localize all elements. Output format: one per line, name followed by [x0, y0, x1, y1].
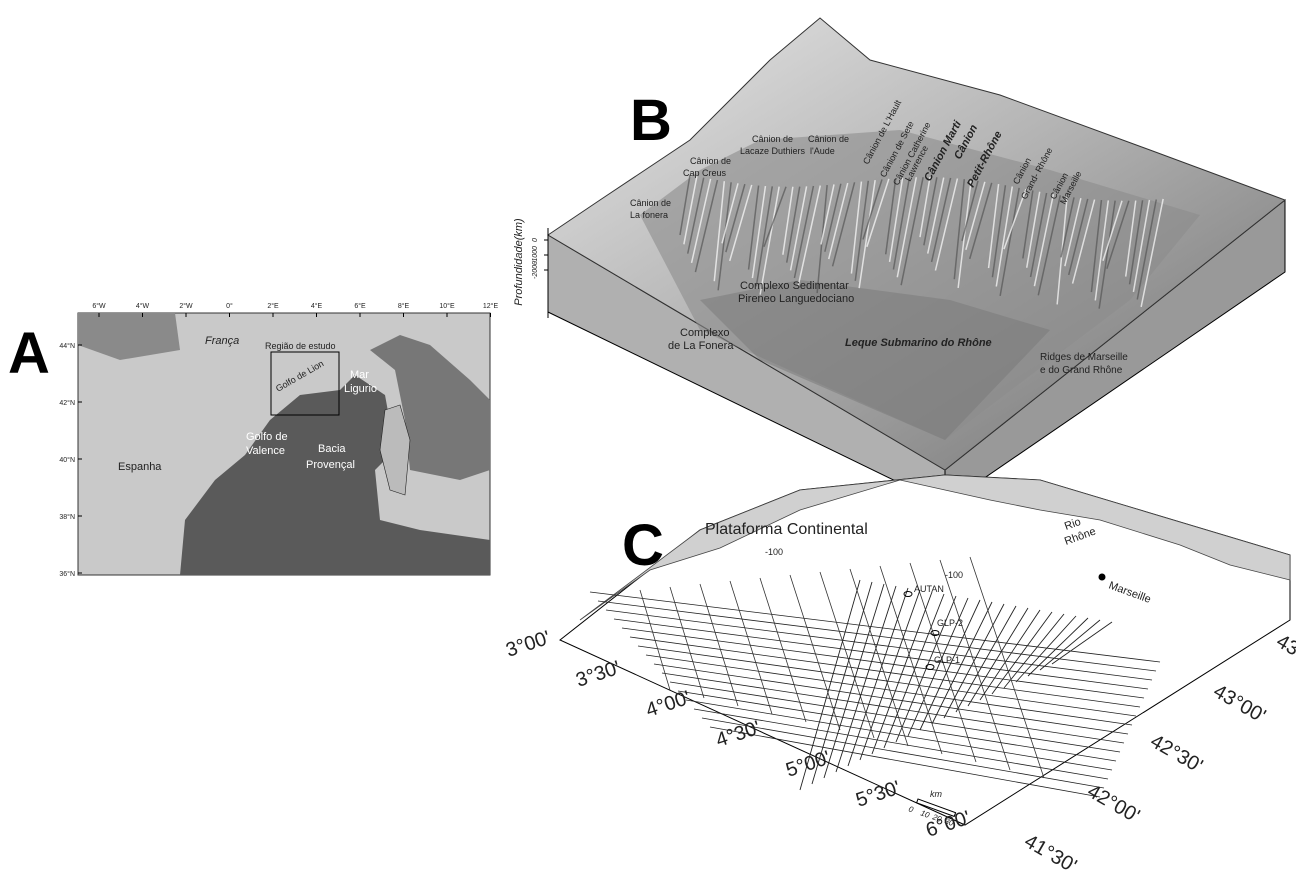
map-label: Pireneo Languedociano	[738, 293, 854, 305]
map-label: Cap Creus	[683, 168, 727, 178]
lon-tick-label: 3°30'	[573, 657, 623, 692]
lon-tick-label: 6°00'	[923, 807, 973, 842]
panel-letter: A	[8, 321, 50, 386]
lon-tick-label: 6°E	[354, 302, 366, 310]
figure: A 6°W 4°W 2°W 0° 2°E 4°E 6°E 8°E 10°E 12°E 44°N 42°…	[0, 0, 1296, 873]
map-label: Bacia	[318, 443, 346, 455]
map-label: Região de estudo	[265, 341, 336, 351]
map-label: Cânion de	[752, 134, 793, 144]
panel-b: B Profundidade(km) 0-1000-2000 Cânion de…	[513, 18, 1285, 505]
contour-label: -100	[765, 547, 783, 557]
well-label: GLP-2	[937, 618, 963, 628]
axis-label: Profundidade(km)	[513, 218, 525, 306]
lon-tick-label: 10°E	[439, 302, 455, 310]
map-label: Lacaze Duthiers	[740, 146, 806, 156]
lat-tick-label: 42°30'	[1147, 730, 1207, 777]
lon-tick-label: 6°W	[92, 302, 106, 310]
scale-unit: km	[930, 789, 943, 799]
map-label: Complexo Sedimentar	[740, 280, 849, 292]
lon-tick-label: 4°E	[311, 302, 323, 310]
contour-label: -100	[945, 570, 963, 580]
lon-tick-label: 2°W	[179, 302, 193, 310]
lon-tick-label: 8°E	[398, 302, 410, 310]
lon-tick-label: 5°30'	[853, 777, 903, 812]
map-label: Cânion de	[630, 198, 671, 208]
well-label: GLP-1	[934, 655, 960, 665]
lon-tick-label: 3°00'	[503, 627, 553, 662]
lat-tick-label: 40°N	[59, 456, 75, 464]
map-label: Cânion de	[690, 156, 731, 166]
map-label: Leque Submarino do Rhône	[845, 337, 992, 349]
map-label: Complexo	[680, 327, 730, 339]
panel-letter: B	[630, 88, 672, 153]
lat-tick-label: 43°00'	[1210, 680, 1270, 727]
lon-tick-label: 0°	[226, 302, 233, 310]
lat-tick-label: 44°N	[59, 342, 75, 350]
city-marker	[1099, 574, 1106, 581]
map-label: de La Fonera	[668, 340, 734, 352]
lon-tick-label: 5°00'	[783, 747, 833, 782]
lat-tick-label: 36°N	[59, 570, 75, 578]
depth-tick-label: 0	[532, 238, 539, 242]
map-label: Plataforma Continental	[705, 521, 868, 538]
lat-tick-label: 42°N	[59, 399, 75, 407]
map-label: Mar	[350, 369, 369, 381]
lat-tick-label: 42°00'	[1084, 780, 1144, 827]
map-label: La fonera	[630, 210, 668, 220]
lon-tick-label: 4°30'	[713, 717, 763, 752]
panel-letter: C	[622, 513, 664, 578]
panel-c: C Plataforma Continental -100 -100 Rio R…	[503, 475, 1296, 873]
map-label: Valence	[246, 445, 285, 457]
scale-tick-label: 0	[907, 804, 915, 814]
depth-tick-label: -2000	[532, 261, 539, 279]
lon-tick-label: 2°E	[267, 302, 279, 310]
lat-tick-label: 41°30'	[1021, 830, 1081, 873]
map-label: Espanha	[118, 461, 162, 473]
map-label: França	[205, 335, 239, 347]
lat-tick-label: 43°3	[1273, 630, 1296, 670]
map-label: Provençal	[306, 459, 355, 471]
well-label: AUTAN	[914, 584, 944, 594]
map-label: Cânion de	[808, 134, 849, 144]
lon-tick-label: 4°W	[136, 302, 150, 310]
map-label: Ridges de Marseille	[1040, 352, 1128, 363]
map-label: Ligurio	[344, 383, 377, 395]
lat-tick-label: 38°N	[59, 513, 75, 521]
lon-tick-label: 12°E	[483, 302, 499, 310]
map-label: l'Aude	[810, 146, 835, 156]
map-label: Golfo de	[246, 431, 288, 443]
lon-tick-label: 4°00'	[643, 687, 693, 722]
panel-a: A 6°W 4°W 2°W 0° 2°E 4°E 6°E 8°E 10°E 12°E 44°N 42°…	[8, 302, 498, 578]
map-label: e do Grand Rhône	[1040, 365, 1123, 376]
